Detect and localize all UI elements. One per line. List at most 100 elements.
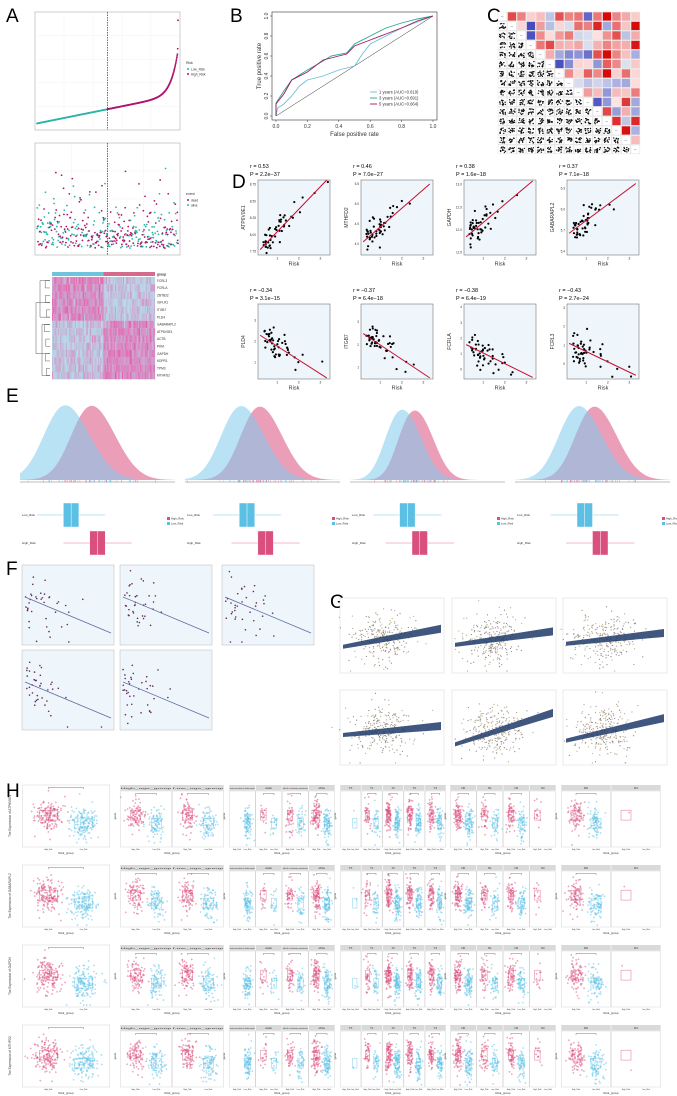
heatmap-cell (92, 277, 94, 285)
pairwise-scatter-point (536, 80, 539, 82)
heatmap-cell (95, 284, 97, 292)
pairwise-scatter-point (508, 84, 510, 86)
data-point (478, 238, 481, 241)
survival-point (112, 230, 114, 233)
heatmap-cell (113, 335, 116, 343)
pairwise-scatter-point (567, 120, 569, 123)
data-point (274, 235, 277, 238)
pairwise-scatter-point (557, 112, 560, 114)
p-value: P = 6.4e−19 (456, 296, 486, 302)
dendrogram-branch (44, 324, 50, 332)
pairwise-scatter-point (577, 127, 580, 130)
data-point (381, 233, 384, 236)
heatmap-cell (90, 350, 93, 358)
heatmap-cell (85, 291, 87, 299)
pairwise-scatter-point (511, 128, 514, 130)
data-point (273, 635, 275, 637)
heatmap-cell (62, 350, 64, 358)
heatmap-cell (100, 277, 102, 285)
pairwise-scatter-point (504, 111, 506, 114)
pairwise-scatter-point (567, 90, 569, 93)
pairwise-scatter-point (557, 137, 559, 140)
heatmap-cell (65, 298, 67, 307)
pairwise-scatter-point (560, 119, 563, 121)
pairwise-scatter-point (597, 137, 600, 140)
pairwise-scatter-point (500, 129, 503, 131)
data-point (241, 618, 244, 621)
heatmap-cell (98, 313, 101, 321)
heatmap-cell (152, 335, 154, 343)
data-point (408, 202, 411, 205)
pairwise-scatter-point (568, 122, 570, 125)
pairwise-scatter-point (540, 122, 542, 125)
pairwise-scatter-point (584, 121, 586, 123)
heatmap-cell (140, 371, 142, 380)
pairwise-scatter-point (568, 131, 571, 133)
y-tick-label: 6.0 (561, 207, 566, 211)
x-tick-label: 2 (607, 257, 609, 261)
pairwise-scatter-point (521, 140, 524, 142)
x-tick-label: 0.4 (335, 124, 342, 130)
pairwise-scatter-point (521, 103, 524, 105)
heatmap-cell (124, 291, 126, 299)
survival-point (65, 225, 68, 228)
heatmap-cell (119, 357, 121, 365)
pairwise-scatter-point (532, 99, 535, 101)
correlation-cell (574, 40, 583, 50)
heatmap-cell (127, 371, 129, 380)
data-point (277, 224, 280, 227)
pairwise-scatter-point (603, 141, 606, 143)
correlation-cell (564, 59, 574, 69)
heatmap-cell (104, 350, 106, 358)
pairwise-scatter-point (541, 92, 543, 94)
survival-point (133, 211, 135, 214)
correlation-cell (555, 50, 564, 59)
heatmap-cell (63, 342, 65, 351)
heatmap-cell (73, 328, 75, 336)
heatmap-cell (112, 306, 114, 314)
survival-point (157, 241, 160, 244)
heatmap-cell (149, 284, 151, 292)
correlation-cell (621, 21, 631, 31)
heatmap-cell (127, 364, 129, 372)
y-tick-label: 2 (254, 340, 256, 344)
pairwise-scatter-point (586, 118, 589, 121)
data-point (482, 354, 485, 357)
pairwise-scatter-point (569, 109, 572, 111)
survival-point (57, 239, 60, 242)
heatmap-cell (121, 298, 124, 307)
heatmap-cell (150, 357, 152, 365)
pairwise-scatter-point (608, 128, 611, 131)
survival-point (117, 232, 120, 235)
heatmap-cell (95, 371, 97, 380)
pairwise-scatter-point (511, 147, 513, 150)
heatmap-cell (101, 342, 103, 351)
survival-point (113, 221, 116, 224)
pairwise-scatter-point (596, 148, 599, 150)
survival-point (65, 237, 68, 240)
heatmap-cell (116, 342, 118, 351)
data-point (271, 337, 274, 340)
heatmap-cell (85, 313, 87, 321)
pairwise-scatter-point (584, 127, 587, 130)
survival-point (81, 219, 84, 222)
survival-point (97, 240, 100, 243)
pairwise-scatter-point (537, 112, 540, 115)
data-point (241, 601, 243, 603)
heatmap-cell (61, 342, 63, 351)
correlation-cell (593, 78, 602, 88)
pairwise-scatter-point (565, 129, 568, 131)
pairwise-scatter-point (599, 127, 602, 130)
heatmap-cell (94, 342, 96, 351)
survival-point (59, 235, 62, 238)
data-point (475, 219, 478, 222)
pairwise-scatter-point (541, 113, 544, 116)
heatmap-cell (109, 298, 111, 307)
heatmap-cell (95, 306, 97, 314)
y-tick-label: 11.5 (456, 251, 462, 255)
heatmap-cell (108, 328, 110, 336)
heatmap-cell (97, 364, 100, 372)
pairwise-scatter-point (539, 142, 542, 144)
heatmap-cell (152, 328, 154, 336)
x-axis-label: Risk (495, 262, 506, 268)
